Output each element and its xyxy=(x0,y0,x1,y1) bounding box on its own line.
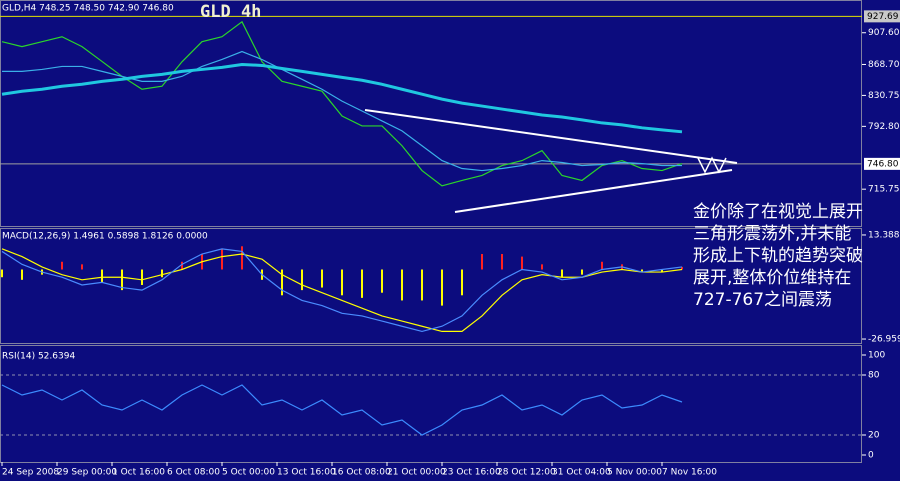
x-tick-label: 1 Oct 16:00 xyxy=(112,468,165,478)
x-tick-label: 21 Oct 00:00 xyxy=(387,468,446,478)
x-tick-label: 31 Oct 04:00 xyxy=(552,468,611,478)
histogram-bar xyxy=(641,269,643,273)
x-tick-label: 23 Oct 16:00 xyxy=(442,468,501,478)
header: GLD,H4 748.25 748.50 742.90 746.80 xyxy=(2,4,174,14)
histogram-bar xyxy=(441,269,443,306)
triangle-upper xyxy=(364,109,738,164)
annotation: 形成上下轨的趋势突破 xyxy=(693,246,863,266)
annotation: 金价除了在视觉上展开 xyxy=(693,202,863,222)
rsi-title: RSI(14) 52.6394 xyxy=(2,352,75,362)
rsi-panel xyxy=(0,345,862,463)
histogram-bar xyxy=(461,269,463,296)
histogram-bar xyxy=(1,269,3,278)
price-label: 746.80 xyxy=(867,159,899,169)
series-line xyxy=(1,384,683,436)
histogram-bar xyxy=(21,269,23,280)
histogram-bar xyxy=(481,254,483,270)
price-box xyxy=(864,157,900,170)
y-tick-label: 868.70 xyxy=(868,60,900,70)
x-tick-label: 5 Oct 00:00 xyxy=(222,468,275,478)
histogram-bar xyxy=(421,269,423,301)
histogram-bar xyxy=(281,269,283,296)
y-tick-label: 80 xyxy=(868,371,880,381)
annotation: 展开,整体价位维持在 xyxy=(693,268,851,288)
histogram-bar xyxy=(101,269,103,283)
histogram-bar xyxy=(541,264,543,270)
triangle-lower xyxy=(454,169,733,213)
histogram-bar xyxy=(341,269,343,296)
x-tick-label: 6 Oct 08:00 xyxy=(167,468,220,478)
annotation: 727-767之间震荡 xyxy=(693,290,832,310)
histogram-bar xyxy=(121,269,123,291)
price-label: 927.69 xyxy=(867,12,899,22)
series-line xyxy=(1,248,683,333)
histogram-bar xyxy=(381,269,383,293)
histogram-bar xyxy=(181,261,183,270)
y-tick-label: -26.9598 xyxy=(868,335,900,345)
histogram-bar xyxy=(321,269,323,288)
annotation: 三角形震荡外,并未能 xyxy=(693,224,851,244)
histogram-bar xyxy=(681,266,683,270)
histogram-bar xyxy=(401,269,403,301)
histogram-bar xyxy=(501,254,503,270)
histogram-bar xyxy=(61,261,63,270)
y-tick-label: 20 xyxy=(868,431,880,441)
wave-mark xyxy=(697,156,727,174)
price-panel xyxy=(0,0,862,227)
x-tick-label: 29 Sep 00:00 xyxy=(57,468,117,478)
x-tick-label: 13 Oct 16:00 xyxy=(277,468,336,478)
histogram-bar xyxy=(141,269,143,285)
y-tick-label: 715.75 xyxy=(868,185,900,195)
histogram-bar xyxy=(221,248,223,270)
macd-title: MACD(12,26,9) 1.4961 0.5898 1.8126 0.000… xyxy=(2,232,208,242)
y-tick-label: 13.3888 xyxy=(868,230,900,240)
macd-panel xyxy=(0,228,862,344)
x-tick-label: 16 Oct 08:00 xyxy=(332,468,391,478)
x-tick-label: 24 Sep 2008 xyxy=(2,468,59,478)
series-line xyxy=(1,62,683,134)
histogram-bar xyxy=(161,269,163,278)
histogram-bar xyxy=(561,269,563,278)
y-tick-label: 0 xyxy=(868,451,874,461)
x-tick-label: 28 Oct 12:00 xyxy=(497,468,556,478)
price-box xyxy=(864,10,900,23)
histogram-bar xyxy=(81,264,83,270)
histogram-bar xyxy=(301,269,303,291)
y-tick-label: 907.60 xyxy=(868,28,900,38)
plot xyxy=(0,15,866,456)
histogram-bar xyxy=(601,261,603,270)
y-tick-label: 792.80 xyxy=(868,122,900,132)
series-line xyxy=(1,248,683,332)
series-line xyxy=(2,50,682,172)
x-tick-label: 7 Nov 16:00 xyxy=(662,468,717,478)
histogram-bar xyxy=(241,246,243,270)
y-tick-label: 830.75 xyxy=(868,91,900,101)
series-line xyxy=(1,20,683,187)
histogram-bar xyxy=(361,269,363,298)
x-tick-label: 5 Nov 00:00 xyxy=(607,468,662,478)
y-tick-label: 100 xyxy=(868,351,885,361)
histogram-bar xyxy=(581,269,583,275)
histogram-bar xyxy=(521,256,523,270)
chart-title: GLD 4h xyxy=(200,2,261,22)
histogram-bar xyxy=(661,269,663,273)
